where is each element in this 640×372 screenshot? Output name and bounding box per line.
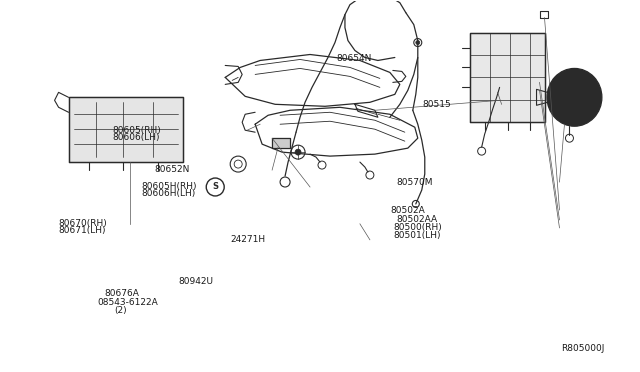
Text: 80606(LH): 80606(LH)	[113, 133, 160, 142]
Text: 80652N: 80652N	[154, 165, 189, 174]
Text: 80605H(RH): 80605H(RH)	[141, 182, 196, 190]
Polygon shape	[68, 97, 183, 162]
Text: 80502A: 80502A	[390, 206, 425, 215]
Text: 80942U: 80942U	[178, 277, 213, 286]
Polygon shape	[470, 33, 545, 122]
Polygon shape	[272, 138, 290, 148]
Text: 80501(LH): 80501(LH)	[394, 231, 441, 240]
Text: 80500(RH): 80500(RH)	[394, 223, 442, 232]
Text: 80654N: 80654N	[336, 54, 371, 62]
Text: 80605(RH): 80605(RH)	[113, 126, 161, 135]
Text: 80671(LH): 80671(LH)	[58, 226, 106, 235]
Text: 80515: 80515	[422, 100, 451, 109]
Text: 80670(RH): 80670(RH)	[58, 219, 107, 228]
Text: R805000J: R805000J	[561, 344, 604, 353]
Text: (2): (2)	[115, 307, 127, 315]
Ellipse shape	[556, 77, 593, 117]
Text: 08543-6122A: 08543-6122A	[98, 298, 159, 307]
Text: 24271H: 24271H	[230, 235, 266, 244]
Text: 80570M: 80570M	[397, 178, 433, 187]
Text: 80502AA: 80502AA	[397, 215, 438, 224]
Circle shape	[416, 41, 420, 45]
Circle shape	[295, 149, 301, 155]
Text: S: S	[212, 183, 218, 192]
Text: 80606H(LH): 80606H(LH)	[141, 189, 195, 198]
Ellipse shape	[547, 68, 602, 126]
Text: 80676A: 80676A	[104, 289, 139, 298]
